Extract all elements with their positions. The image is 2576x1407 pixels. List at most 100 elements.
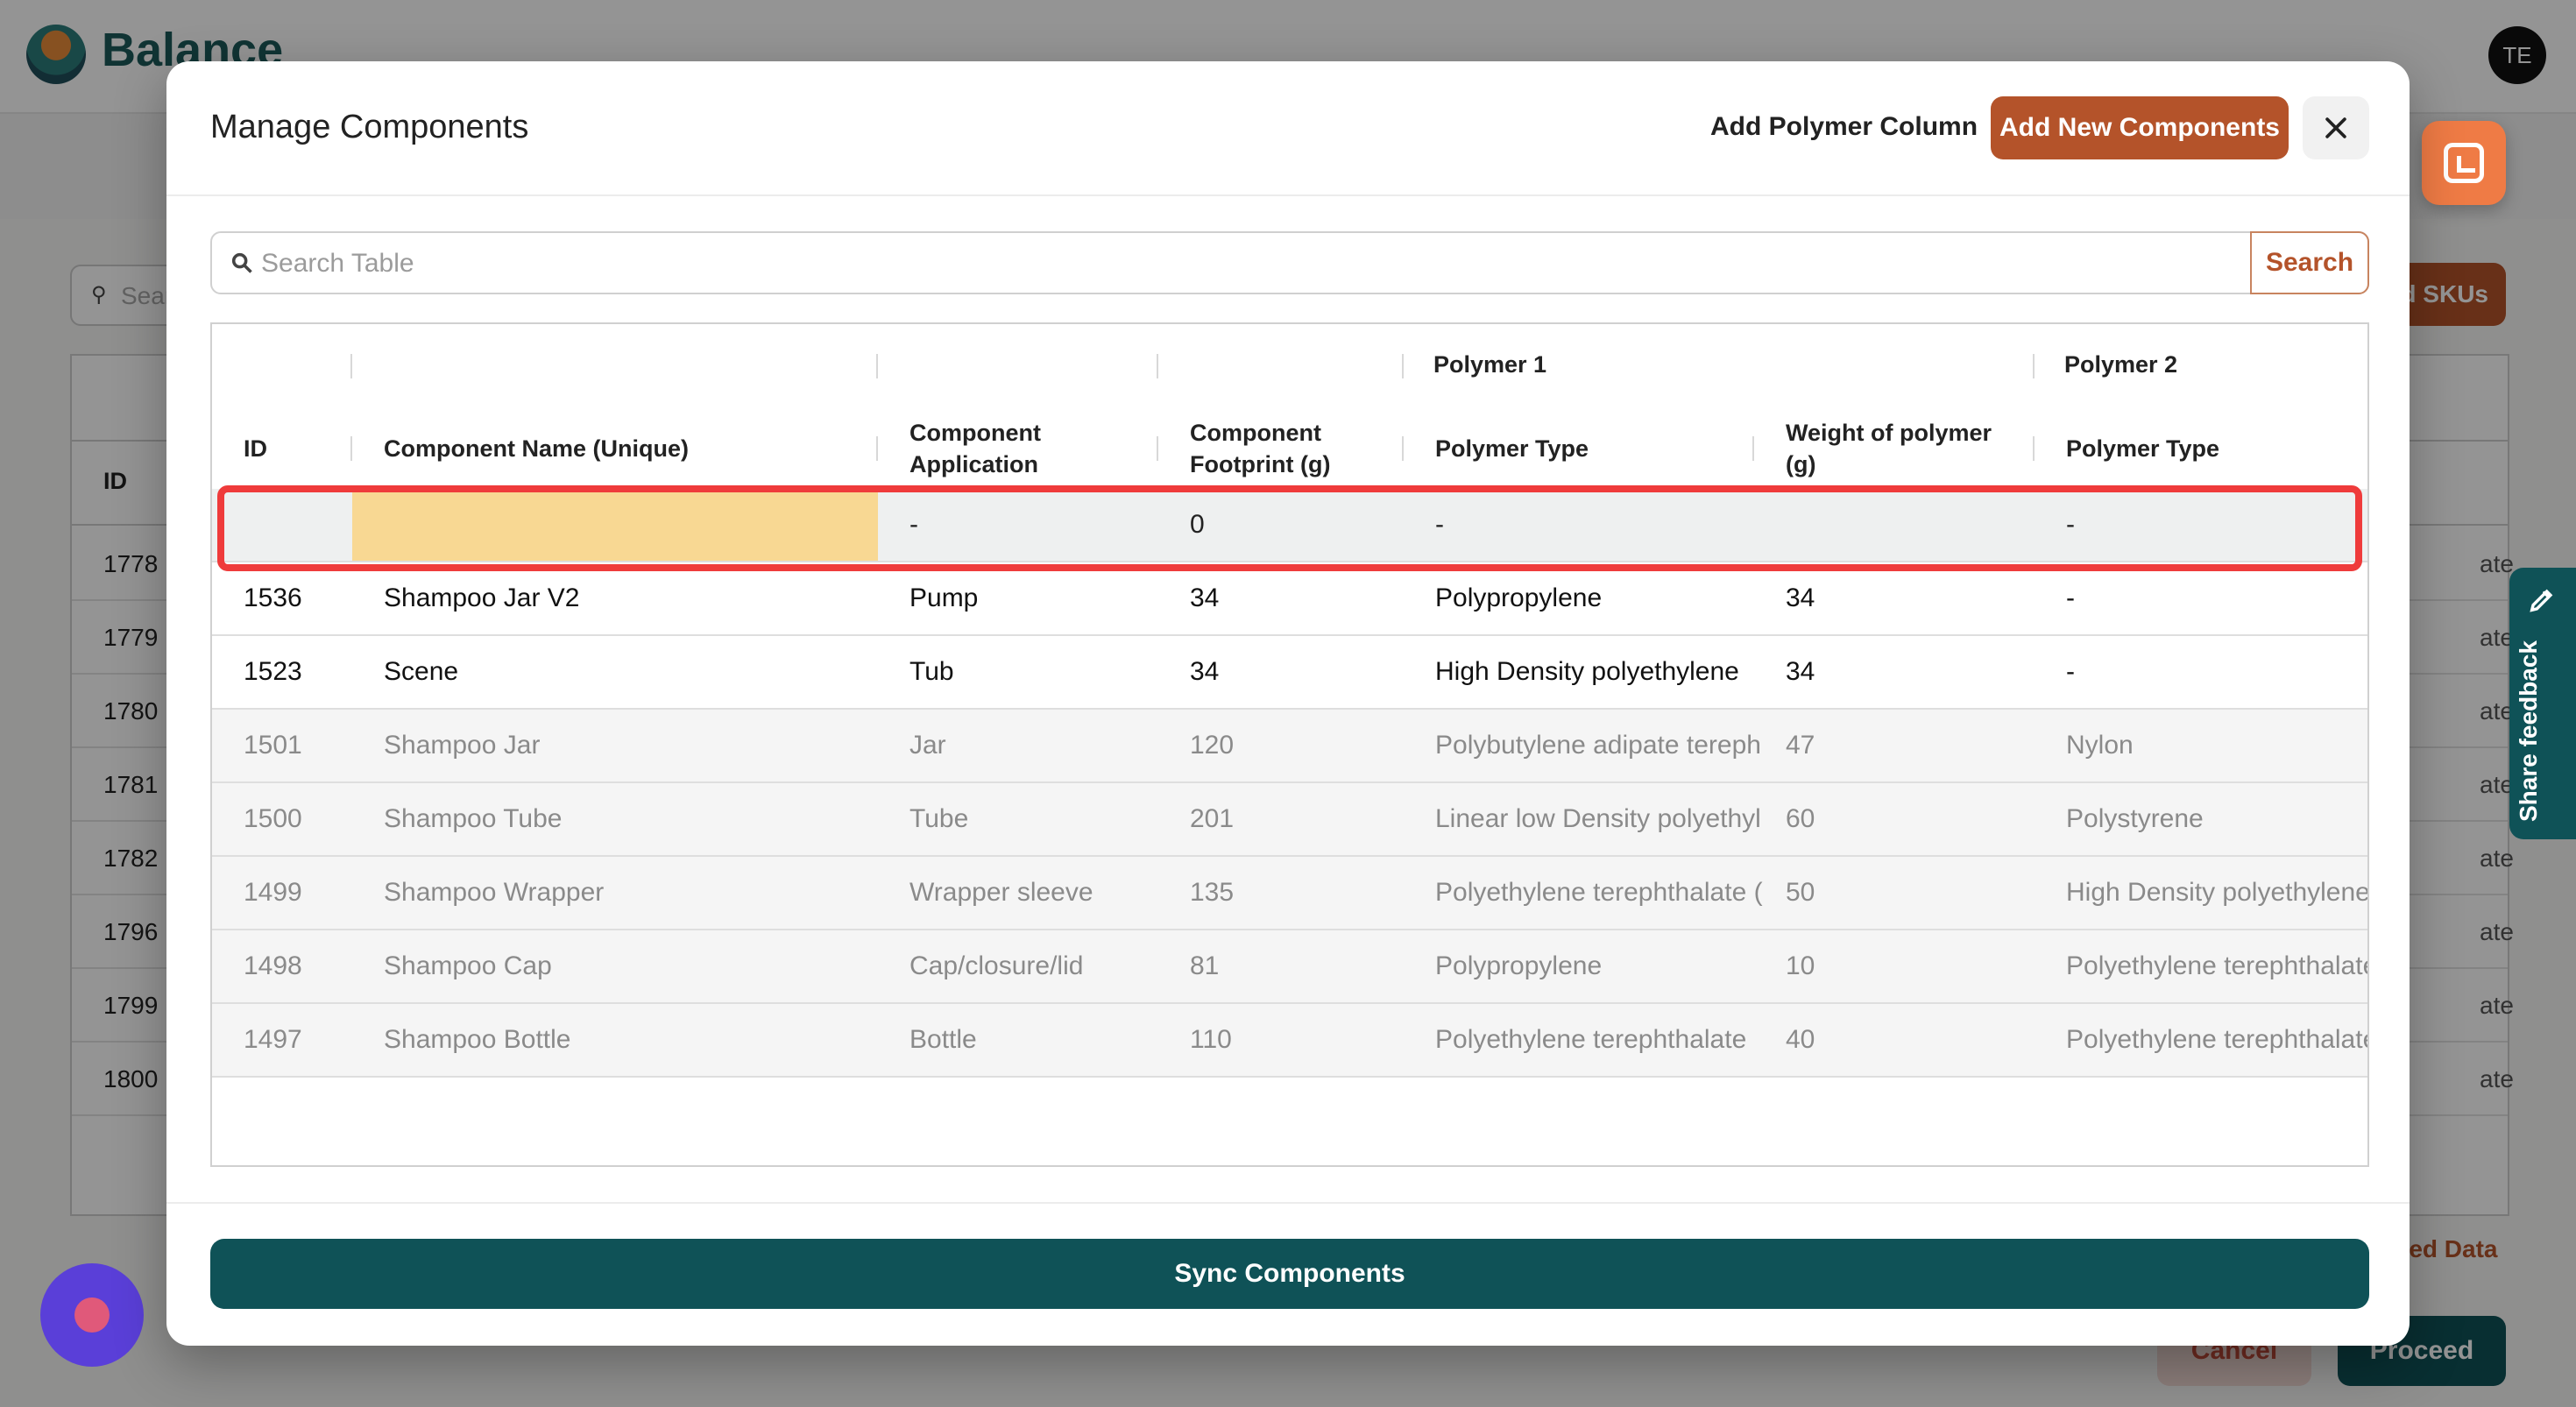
cell-polymer-1-type[interactable]: High Density polyethylene (1435, 657, 1739, 686)
chat-button[interactable] (2422, 121, 2506, 205)
search-icon: ⚲ (91, 283, 107, 307)
manage-components-modal: Manage Components Add Polymer Column Add… (166, 61, 2410, 1346)
row-tail: ate (2480, 550, 2514, 577)
table-row[interactable]: 1498 Shampoo Cap Cap/closure/lid 81 Poly… (212, 930, 2367, 1004)
cell-footprint[interactable]: 34 (1190, 657, 1220, 686)
column-header-component-application[interactable]: Component Application (909, 420, 1041, 477)
cell-polymer-1-weight[interactable]: 34 (1786, 583, 1815, 612)
cell-polymer-1-type[interactable]: Polyethylene terephthalate ( (1435, 878, 1763, 907)
cell-id: 1501 (244, 731, 302, 760)
table-row-id: 1799 (103, 992, 159, 1019)
cell-footprint[interactable]: 135 (1190, 878, 1235, 907)
cell-component-name[interactable]: Shampoo Tube (384, 804, 563, 833)
add-polymer-column-button[interactable]: Add Polymer Column (1710, 112, 1978, 141)
cell-component-name[interactable]: Shampoo Cap (384, 951, 552, 980)
cell-application[interactable]: Bottle (909, 1025, 977, 1054)
table-row[interactable]: 1500 Shampoo Tube Tube 201 Linear low De… (212, 783, 2367, 857)
cell-polymer-1-weight[interactable]: 50 (1786, 878, 1815, 907)
cell-polymer-2-type[interactable]: - (2066, 583, 2075, 612)
chat-icon (2444, 143, 2484, 183)
cell-polymer-1-weight[interactable]: 10 (1786, 951, 1815, 980)
cell-polymer-1-type[interactable]: Polybutylene adipate tereph (1435, 731, 1761, 760)
column-header-id: ID (103, 468, 127, 494)
cell-polymer-2-type[interactable]: Polystyrene (2066, 804, 2204, 833)
cell-application[interactable]: - (909, 510, 918, 539)
table-row-id: 1779 (103, 624, 159, 651)
modal-title: Manage Components (210, 109, 529, 145)
cell-polymer-1-type[interactable]: Polypropylene (1435, 951, 1603, 980)
cell-application[interactable]: Tub (909, 657, 954, 686)
cell-polymer-1-type[interactable]: Polyethylene terephthalate (1435, 1025, 1747, 1054)
cell-application[interactable]: Cap/closure/lid (909, 951, 1084, 980)
group-header-polymer-2: Polymer 2 (2064, 351, 2178, 378)
table-search: Search (210, 231, 2369, 294)
share-feedback-label: Share feedback (2515, 640, 2542, 822)
cell-component-name[interactable]: Shampoo Jar V2 (384, 583, 580, 612)
cell-polymer-1-type[interactable]: Linear low Density polyethyl (1435, 804, 1761, 833)
table-row[interactable]: 1499 Shampoo Wrapper Wrapper sleeve 135 … (212, 857, 2367, 930)
cell-application[interactable]: Pump (909, 583, 979, 612)
cell-footprint[interactable]: 0 (1190, 510, 1205, 539)
cell-polymer-1-weight[interactable]: 34 (1786, 657, 1815, 686)
cell-component-name-input[interactable] (352, 489, 878, 561)
table-row-id: 1778 (103, 550, 159, 577)
pencil-icon (2530, 589, 2553, 612)
column-header-polymer-2-type[interactable]: Polymer Type (2066, 435, 2220, 462)
column-header-component-name[interactable]: Component Name (Unique) (384, 435, 689, 462)
add-new-components-button[interactable]: Add New Components (1991, 96, 2289, 159)
avatar[interactable]: TE (2488, 26, 2546, 84)
row-tail: ate (2480, 697, 2514, 725)
cell-polymer-2-type[interactable]: - (2066, 657, 2075, 686)
table-column-header: ID Component Name (Unique) Component App… (212, 408, 2367, 491)
cell-polymer-1-weight[interactable]: 60 (1786, 804, 1815, 833)
cell-id: 1499 (244, 878, 302, 907)
cell-footprint[interactable]: 34 (1190, 583, 1220, 612)
updated-data-link[interactable]: ted Data (2401, 1235, 2498, 1262)
group-header-polymer-1: Polymer 1 (1433, 351, 1547, 378)
table-row[interactable]: 1497 Shampoo Bottle Bottle 110 Polyethyl… (212, 1004, 2367, 1078)
table-row-new[interactable]: - 0 - - (212, 489, 2367, 562)
table-row[interactable]: 1536 Shampoo Jar V2 Pump 34 Polypropylen… (212, 562, 2367, 636)
cell-footprint[interactable]: 120 (1190, 731, 1235, 760)
cell-component-name[interactable]: Shampoo Bottle (384, 1025, 571, 1054)
column-header-id[interactable]: ID (244, 435, 267, 462)
cell-application[interactable]: Tube (909, 804, 969, 833)
components-table: Polymer 1 Polymer 2 ID Component Name (U… (210, 322, 2369, 1167)
search-input[interactable] (259, 237, 2155, 291)
cell-application[interactable]: Wrapper sleeve (909, 878, 1093, 907)
table-row-id: 1782 (103, 845, 159, 872)
cell-polymer-2-type[interactable]: Polyethylene terephthalate (2066, 951, 2369, 980)
logo-icon (26, 25, 86, 84)
table-row-id: 1796 (103, 918, 159, 945)
cell-polymer-2-type[interactable]: Polyethylene terephthalate (2066, 1025, 2369, 1054)
cell-id: 1536 (244, 583, 302, 612)
close-icon (2325, 117, 2346, 138)
sync-components-button[interactable]: Sync Components (210, 1239, 2369, 1309)
cell-polymer-2-type[interactable]: Nylon (2066, 731, 2134, 760)
cell-footprint[interactable]: 201 (1190, 804, 1235, 833)
column-header-component-footprint[interactable]: Component Footprint (g) (1190, 420, 1331, 477)
record-icon (74, 1297, 110, 1333)
cell-application[interactable]: Jar (909, 731, 946, 760)
cell-polymer-1-weight[interactable]: 40 (1786, 1025, 1815, 1054)
cell-polymer-1-type[interactable]: Polypropylene (1435, 583, 1603, 612)
cell-component-name[interactable]: Scene (384, 657, 459, 686)
table-row[interactable]: 1501 Shampoo Jar Jar 120 Polybutylene ad… (212, 710, 2367, 783)
cell-polymer-1-weight[interactable]: 47 (1786, 731, 1815, 760)
table-row[interactable]: 1523 Scene Tub 34 High Density polyethyl… (212, 636, 2367, 710)
cell-component-name[interactable]: Shampoo Wrapper (384, 878, 605, 907)
close-button[interactable] (2303, 96, 2369, 159)
cell-id: 1500 (244, 804, 302, 833)
record-button[interactable] (40, 1263, 144, 1367)
column-header-polymer-1-type[interactable]: Polymer Type (1435, 435, 1589, 462)
share-feedback-tab[interactable]: Share feedback (2509, 568, 2576, 839)
cell-footprint[interactable]: 81 (1190, 951, 1220, 980)
cell-polymer-2-type[interactable]: - (2066, 510, 2075, 539)
cell-polymer-2-type[interactable]: High Density polyethylene (2066, 878, 2369, 907)
cell-component-name[interactable]: Shampoo Jar (384, 731, 541, 760)
cell-polymer-1-type[interactable]: - (1435, 510, 1444, 539)
table-row-id: 1781 (103, 771, 159, 798)
search-button[interactable]: Search (2250, 231, 2369, 294)
cell-footprint[interactable]: 110 (1190, 1025, 1232, 1054)
column-header-polymer-1-weight[interactable]: Weight of polymer (g) (1786, 420, 1992, 477)
